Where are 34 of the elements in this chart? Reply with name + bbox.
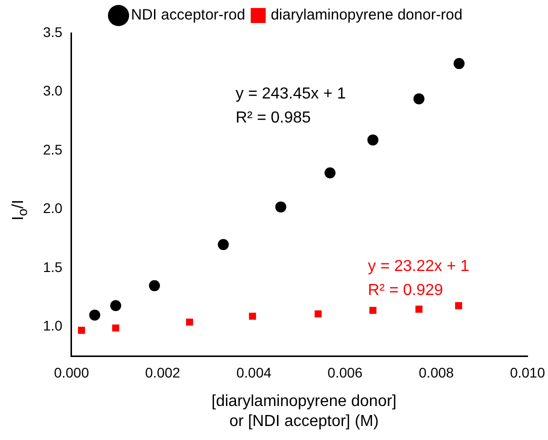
- x-tick-label: 0.002: [145, 364, 180, 380]
- point: [367, 134, 378, 146]
- y-tick-label: 2.0: [42, 200, 63, 216]
- y-tick-label: 2.5: [42, 141, 63, 158]
- point: [314, 310, 322, 318]
- point: [186, 318, 194, 326]
- legend-label: NDI acceptor-rod: [131, 6, 246, 24]
- y-tick-label: 3.5: [42, 24, 63, 40]
- point: [324, 167, 336, 178]
- x-tick-label: 0.008: [418, 364, 454, 380]
- point: [413, 93, 424, 104]
- point: [218, 239, 229, 250]
- point: [78, 326, 86, 334]
- x-tick-label: 0.006: [328, 364, 363, 380]
- x-axis-title: [diarylaminopyrene donor] or [NDI acceptor] (M): [210, 392, 398, 432]
- annotation: y = 23.22x + 1 R² = 0.929: [368, 258, 470, 300]
- x-tick-label: 0.010: [510, 364, 546, 380]
- annotation: y = 243.45x + 1 R² = 0.985: [236, 85, 346, 126]
- y-tick-label: 1.0: [42, 318, 63, 334]
- point: [454, 58, 465, 70]
- y-tick-label: 3.0: [42, 82, 63, 99]
- point: [110, 300, 122, 312]
- point: [89, 310, 100, 321]
- point: [455, 302, 462, 310]
- point: [369, 306, 376, 314]
- point: [248, 312, 256, 320]
- legend-label: diarylaminopyrene donor-rod: [270, 6, 462, 24]
- x-tick-label: 0.004: [236, 364, 272, 380]
- point: [275, 201, 286, 212]
- y-tick-label: 1.5: [42, 258, 63, 275]
- point: [415, 306, 422, 313]
- x-tick-label: 0.000: [54, 364, 90, 380]
- point: [112, 324, 120, 332]
- point: [148, 280, 160, 292]
